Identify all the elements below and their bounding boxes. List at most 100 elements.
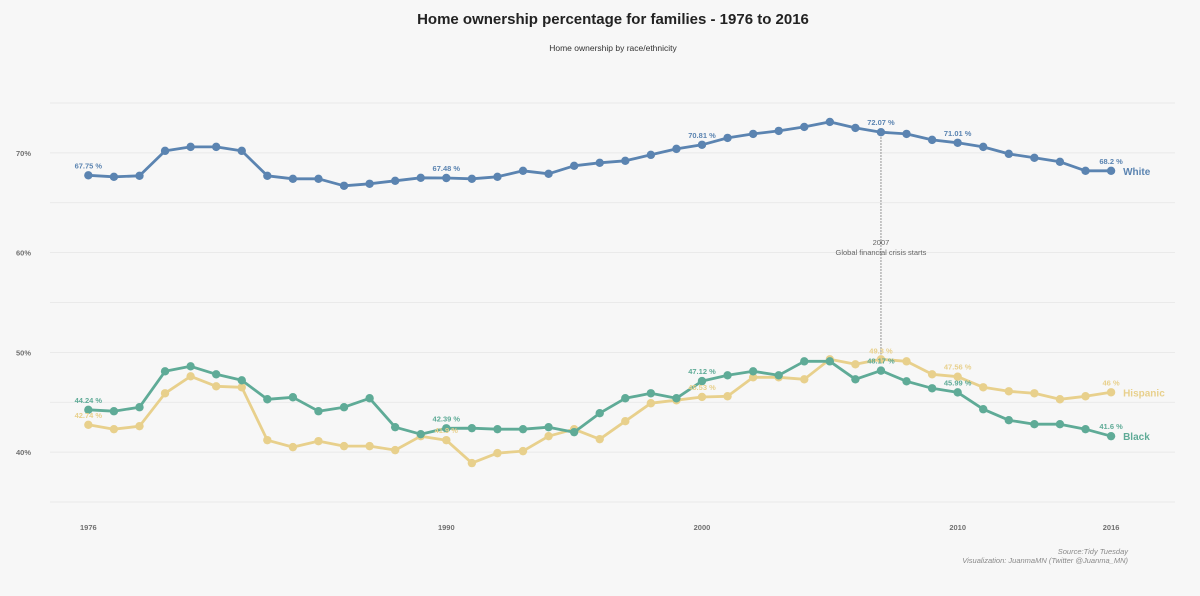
data-label-black: 47.12 % <box>688 367 716 376</box>
data-point-white <box>927 135 937 145</box>
chart-subtitle: Home ownership by race/ethnicity <box>549 43 677 53</box>
data-point-white <box>774 126 783 136</box>
data-point-white <box>442 173 451 183</box>
data-point-hispanic <box>1004 387 1014 396</box>
annotation-year: 2007 <box>873 238 890 247</box>
data-point-white <box>518 166 528 176</box>
data-point-white <box>186 142 195 152</box>
data-point-black <box>135 403 144 412</box>
grid-lines <box>50 102 1175 503</box>
data-point-white <box>109 172 119 181</box>
data-point-black <box>237 376 246 385</box>
data-point-white <box>1030 153 1039 163</box>
data-point-hispanic <box>979 383 988 392</box>
data-label-black: 41.6 % <box>1099 422 1123 431</box>
data-point-hispanic <box>135 421 144 431</box>
data-point-white <box>288 174 298 183</box>
annotation-text: Global financial crisis starts <box>836 248 927 257</box>
data-point-hispanic <box>467 458 477 468</box>
data-point-hispanic <box>442 435 451 445</box>
data-point-white <box>902 129 911 139</box>
data-point-black <box>825 357 835 366</box>
data-point-hispanic <box>1081 392 1090 401</box>
data-point-hispanic <box>365 441 374 451</box>
series-label-white: White <box>1123 167 1151 178</box>
data-point-white <box>135 171 144 180</box>
y-tick-label: 60% <box>16 249 31 258</box>
data-label-white: 67.48 % <box>433 164 461 173</box>
data-point-black <box>442 424 451 433</box>
data-point-black <box>774 371 783 380</box>
data-point-hispanic <box>263 435 272 445</box>
data-point-hispanic <box>646 399 656 408</box>
data-point-black <box>390 422 400 432</box>
data-point-black <box>288 393 298 402</box>
data-point-black <box>544 422 553 432</box>
data-point-hispanic <box>84 420 93 429</box>
data-point-black <box>518 424 528 434</box>
data-point-white <box>672 144 681 154</box>
data-point-hispanic <box>339 441 349 451</box>
data-point-white <box>595 158 604 168</box>
data-point-black <box>160 367 170 376</box>
data-point-white <box>1106 166 1116 176</box>
data-point-white <box>646 150 656 160</box>
data-point-white <box>416 173 425 182</box>
data-point-white <box>339 181 349 190</box>
data-point-white <box>876 128 886 137</box>
data-label-hispanic: 42.74 % <box>75 411 103 420</box>
data-label-hispanic: 49.3 % <box>869 346 893 355</box>
data-point-white <box>953 138 962 147</box>
data-point-hispanic <box>748 373 758 382</box>
data-point-hispanic <box>544 431 553 441</box>
data-point-hispanic <box>211 382 221 391</box>
data-point-hispanic <box>595 434 604 444</box>
data-label-black: 45.99 % <box>944 378 972 387</box>
data-point-black <box>646 389 656 398</box>
y-axis-ticks: 40% 50% 60% 70% <box>16 149 31 457</box>
data-point-hispanic <box>800 375 809 384</box>
data-label-black: 44.24 % <box>75 396 103 405</box>
data-label-black: 42.39 % <box>433 414 461 423</box>
data-point-white <box>493 172 502 181</box>
y-tick-label: 40% <box>16 448 31 457</box>
x-tick-label: 1990 <box>438 523 455 532</box>
data-label-white: 67.75 % <box>75 161 103 170</box>
chart-title: Home ownership percentage for families -… <box>417 11 809 28</box>
data-point-hispanic <box>288 442 298 452</box>
data-point-black <box>263 395 272 404</box>
data-point-black <box>697 376 707 386</box>
data-label-hispanic: 41.9 % <box>435 426 459 435</box>
data-point-white <box>84 171 93 180</box>
data-point-black <box>672 394 681 403</box>
y-tick-label: 70% <box>16 149 31 158</box>
data-point-white <box>697 140 707 149</box>
data-point-black <box>748 367 758 376</box>
data-point-black <box>416 429 425 439</box>
series-group <box>84 117 1116 468</box>
data-point-black <box>493 424 502 434</box>
data-point-white <box>1081 166 1090 176</box>
x-axis-ticks: 1976 1990 2000 2010 2016 <box>80 523 1119 532</box>
data-point-black <box>979 405 988 414</box>
data-point-black <box>851 375 860 384</box>
series-label-hispanic: Hispanic <box>1123 388 1165 399</box>
data-point-white <box>723 133 732 143</box>
data-point-white <box>748 129 758 139</box>
data-point-white <box>237 146 246 156</box>
data-point-black <box>595 409 604 418</box>
data-point-white <box>1004 149 1014 159</box>
data-point-white <box>851 123 860 133</box>
data-label-hispanic: 45.53 % <box>688 383 716 392</box>
data-point-black <box>723 371 732 380</box>
data-label-hispanic: 47.56 % <box>944 363 972 372</box>
data-point-white <box>211 142 221 152</box>
data-point-hispanic <box>237 383 246 392</box>
data-point-black <box>365 394 374 403</box>
data-point-hispanic <box>160 389 170 398</box>
data-point-white <box>569 161 579 171</box>
data-point-black <box>339 403 349 412</box>
caption-visualization: Visualization: JuanmaMN (Twitter @Juanma… <box>962 556 1128 565</box>
data-label-white: 68.2 % <box>1099 157 1123 166</box>
data-point-black <box>621 394 630 403</box>
